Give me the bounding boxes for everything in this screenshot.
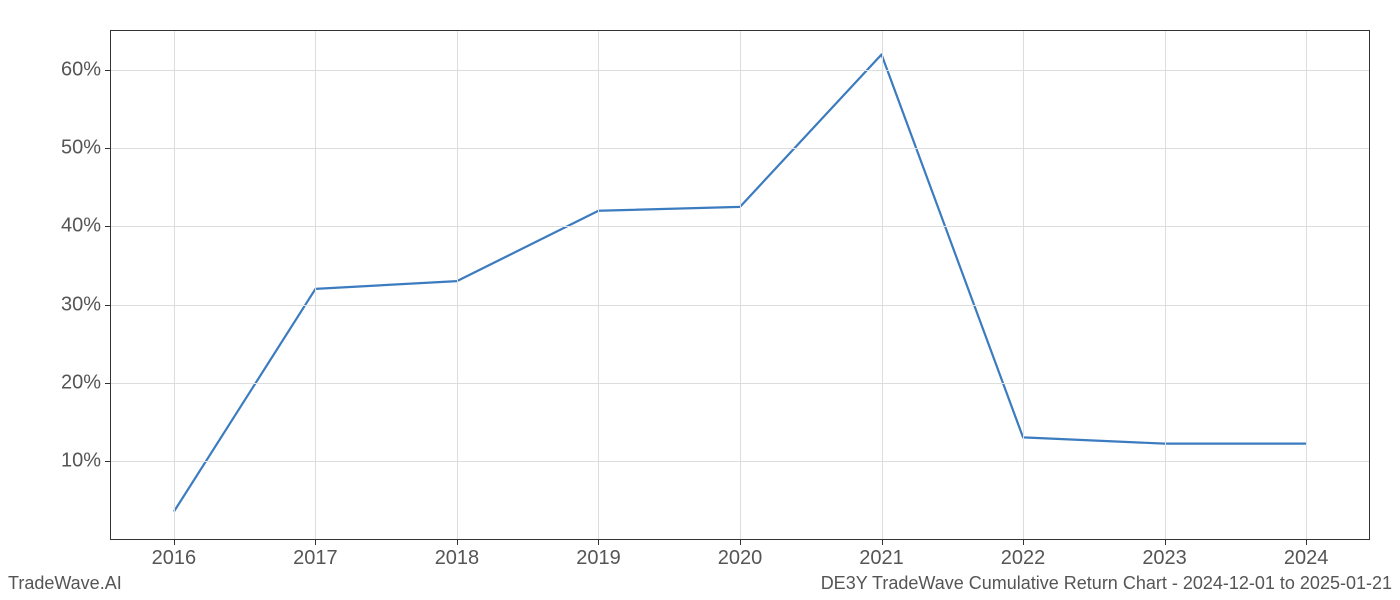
footer-left-text: TradeWave.AI (8, 573, 122, 594)
y-tick-mark (105, 461, 111, 462)
x-tick-mark (457, 539, 458, 545)
y-tick-mark (105, 226, 111, 227)
y-tick-label: 10% (61, 449, 101, 472)
x-tick-mark (882, 539, 883, 545)
y-tick-mark (105, 383, 111, 384)
x-tick-label: 2017 (293, 547, 338, 570)
y-tick-label: 60% (61, 59, 101, 82)
y-tick-label: 30% (61, 293, 101, 316)
grid-line-vertical (1023, 31, 1024, 539)
x-tick-mark (1023, 539, 1024, 545)
x-tick-mark (174, 539, 175, 545)
x-tick-label: 2021 (859, 547, 904, 570)
grid-line-vertical (882, 31, 883, 539)
chart-container: 20162017201820192020202120222023202410%2… (110, 30, 1370, 540)
grid-line-horizontal (111, 461, 1369, 462)
grid-line-horizontal (111, 383, 1369, 384)
grid-line-horizontal (111, 226, 1369, 227)
grid-line-vertical (315, 31, 316, 539)
x-tick-mark (598, 539, 599, 545)
y-tick-mark (105, 70, 111, 71)
grid-line-vertical (174, 31, 175, 539)
x-tick-label: 2022 (1001, 547, 1046, 570)
grid-line-vertical (1165, 31, 1166, 539)
y-tick-mark (105, 148, 111, 149)
y-tick-label: 50% (61, 137, 101, 160)
grid-line-horizontal (111, 148, 1369, 149)
x-tick-label: 2016 (152, 547, 197, 570)
grid-line-vertical (598, 31, 599, 539)
x-tick-label: 2018 (435, 547, 480, 570)
x-tick-label: 2023 (1142, 547, 1187, 570)
y-tick-label: 20% (61, 371, 101, 394)
y-tick-mark (105, 305, 111, 306)
x-tick-mark (1306, 539, 1307, 545)
x-tick-label: 2024 (1284, 547, 1329, 570)
grid-line-vertical (457, 31, 458, 539)
footer-right-text: DE3Y TradeWave Cumulative Return Chart -… (821, 573, 1392, 594)
grid-line-horizontal (111, 70, 1369, 71)
y-tick-label: 40% (61, 215, 101, 238)
grid-line-vertical (1306, 31, 1307, 539)
x-tick-label: 2019 (576, 547, 621, 570)
x-tick-mark (1165, 539, 1166, 545)
x-tick-mark (740, 539, 741, 545)
grid-line-vertical (740, 31, 741, 539)
grid-line-horizontal (111, 305, 1369, 306)
x-tick-mark (315, 539, 316, 545)
plot-area: 20162017201820192020202120222023202410%2… (110, 30, 1370, 540)
x-tick-label: 2020 (718, 547, 763, 570)
